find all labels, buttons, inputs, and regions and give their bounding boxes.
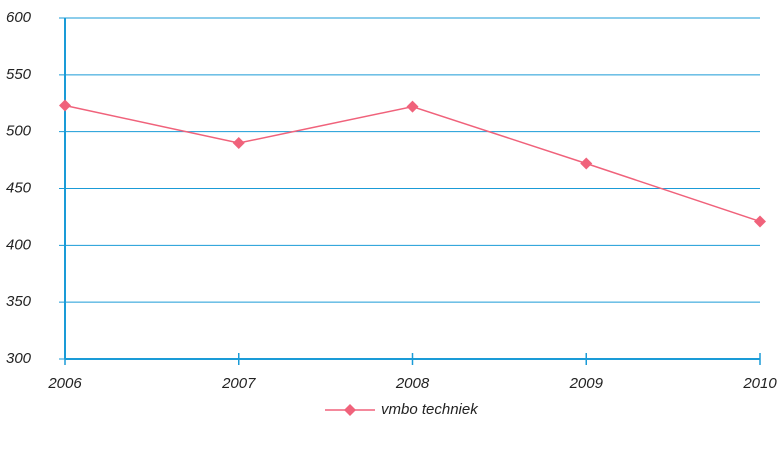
y-tick-label: 550 <box>6 66 32 83</box>
y-tick-label: 350 <box>6 293 32 310</box>
y-tick-label: 600 <box>6 9 32 26</box>
y-tick-label: 450 <box>6 179 32 196</box>
x-tick-label: 2006 <box>47 375 82 392</box>
x-tick-label: 2008 <box>395 375 430 392</box>
y-tick-label: 300 <box>6 350 32 367</box>
data-point <box>406 100 419 113</box>
data-point <box>232 137 245 150</box>
y-tick-label: 400 <box>6 236 32 253</box>
y-tick-label: 500 <box>6 123 32 140</box>
x-tick-label: 2007 <box>221 375 256 392</box>
x-tick-label: 2010 <box>742 375 777 392</box>
data-point <box>59 99 71 112</box>
data-point <box>580 157 593 170</box>
legend-label: vmbo techniek <box>381 401 479 418</box>
data-point <box>754 215 766 228</box>
series-line <box>64 104 761 223</box>
x-tick-label: 2009 <box>569 375 604 392</box>
legend-marker <box>344 404 356 416</box>
